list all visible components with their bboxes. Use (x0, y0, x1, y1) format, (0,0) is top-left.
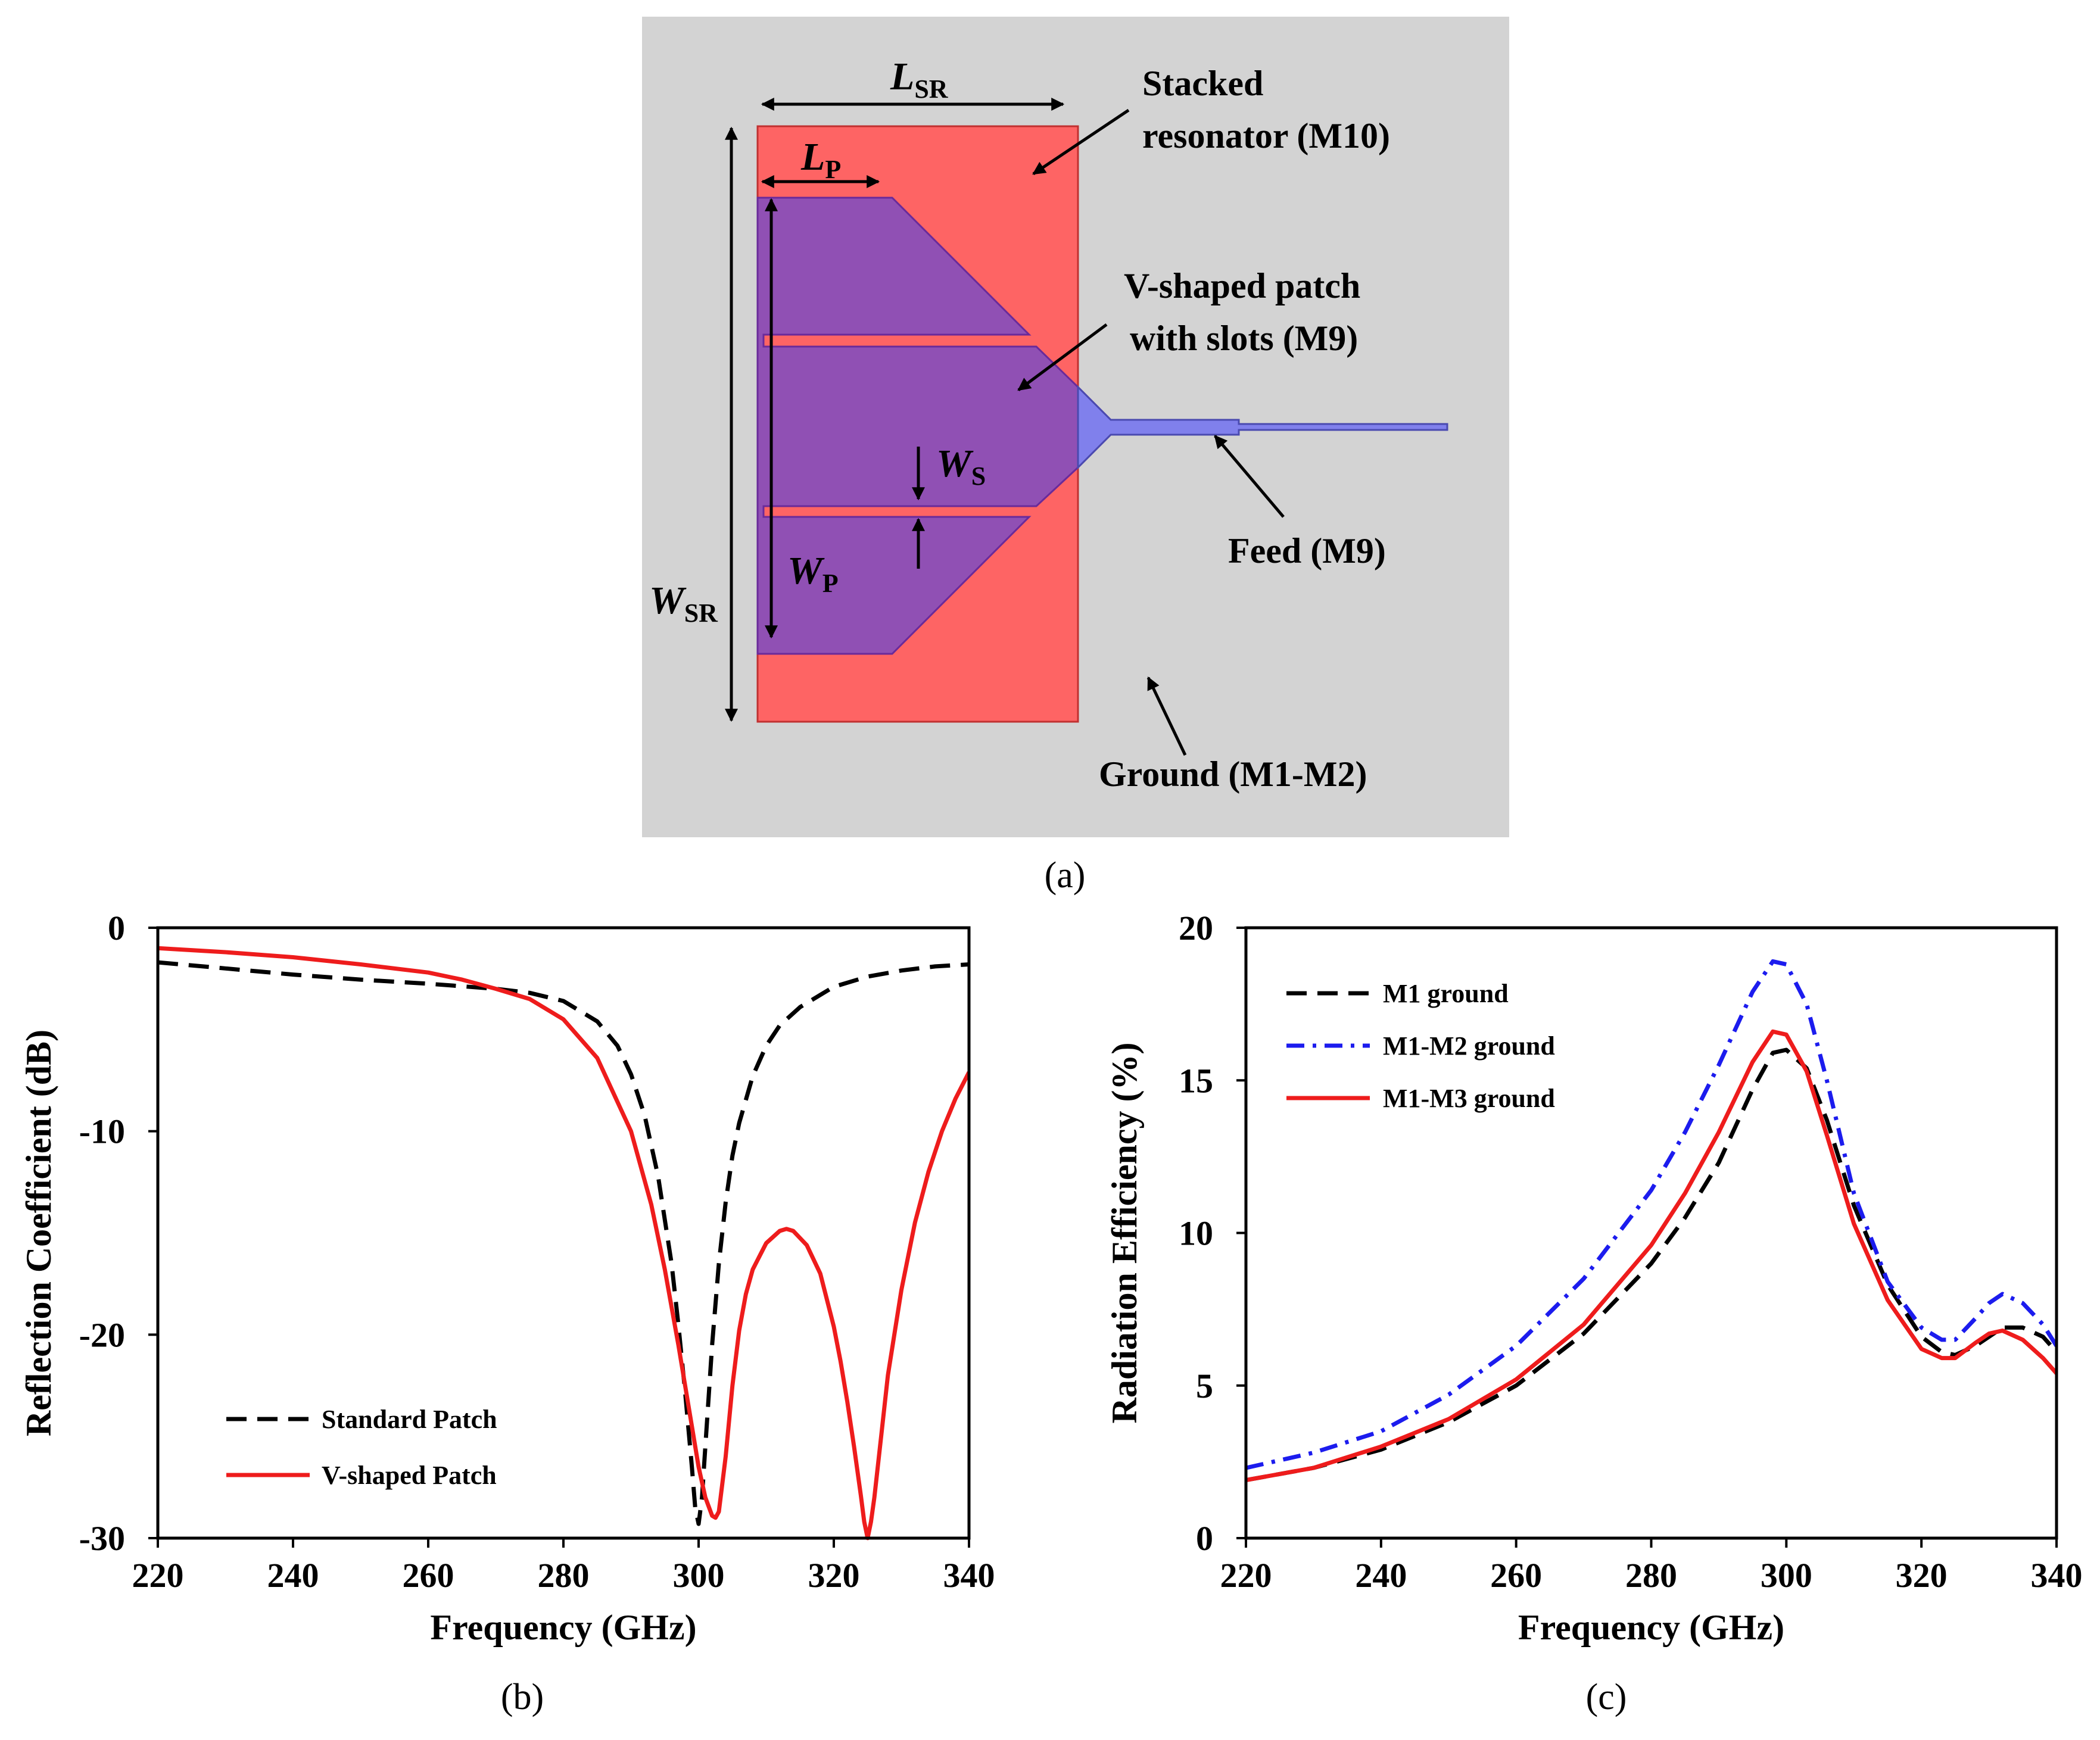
x-tick-label: 300 (673, 1556, 725, 1595)
panel-label-b: (b) (501, 1677, 544, 1717)
panel-label-a: (a) (1045, 855, 1086, 896)
x-tick-label: 280 (538, 1556, 590, 1595)
ground-callout-arrow (1146, 676, 1187, 756)
legend-entry: V-shaped Patch (322, 1461, 497, 1490)
y-tick-label: -10 (79, 1112, 125, 1151)
y-tick-label: 5 (1196, 1367, 1213, 1405)
legend-entry: Standard Patch (322, 1405, 497, 1434)
feed-callout: Feed (M9) (1228, 531, 1386, 570)
feed-callout-arrow (1214, 435, 1285, 518)
wp-label: WP (787, 549, 839, 598)
x-tick-label: 240 (267, 1556, 319, 1595)
legend-entry: M1 ground (1383, 979, 1509, 1008)
resonator-callout-line2: resonator (M10) (1142, 116, 1390, 155)
legend-entry: M1-M3 ground (1383, 1084, 1555, 1113)
ws-label: WS (936, 442, 986, 491)
x-tick-label: 260 (403, 1556, 454, 1595)
lsr-label: LSR (890, 55, 949, 104)
series-line-m1-m3-ground (1246, 1029, 2057, 1483)
x-tick-label: 320 (808, 1556, 860, 1595)
x-axis-title: Frequency (GHz) (430, 1608, 696, 1647)
y-tick-label: -30 (79, 1519, 125, 1558)
feed-line (1077, 385, 1448, 470)
series-line-v-shaped-patch (158, 946, 969, 1541)
y-tick-label: 0 (108, 909, 125, 947)
patch-callout-arrow (1017, 323, 1108, 392)
x-tick-label: 220 (1220, 1556, 1272, 1595)
legend-entry: M1-M2 ground (1383, 1031, 1555, 1061)
plot-area-frame (1244, 926, 2058, 1540)
x-tick-label: 280 (1625, 1556, 1677, 1595)
resonator-callout-line1: Stacked (1142, 64, 1263, 103)
y-axis-title: Reflection Coefficient (dB) (19, 1030, 58, 1436)
y-tick-label: -20 (79, 1315, 125, 1354)
x-tick-label: 240 (1355, 1556, 1407, 1595)
x-tick-label: 260 (1490, 1556, 1542, 1595)
y-tick-label: 15 (1179, 1061, 1213, 1100)
reflection-coefficient-chart: 220 240 260 280 300 320 340 0 -10 -20 -30 Frequency… (19, 909, 995, 1647)
radiation-efficiency-chart: 220 240 260 280 300 320 340 0 5 10 15 20 Frequency (… (1105, 909, 2083, 1647)
antenna-diagram: LSR LP WS WP WSR Stacked resonator (M10)… (642, 17, 1509, 837)
panel-label-c: (c) (1586, 1677, 1627, 1717)
series-line-standard-patch (158, 960, 969, 1526)
y-tick-label: 10 (1179, 1214, 1213, 1253)
y-tick-label: 20 (1179, 909, 1213, 947)
patch-callout-line2: with slots (M9) (1130, 319, 1358, 358)
x-tick-label: 320 (1896, 1556, 1948, 1595)
x-tick-label: 300 (1761, 1556, 1812, 1595)
x-axis-title: Frequency (GHz) (1518, 1608, 1784, 1647)
x-tick-label: 220 (132, 1556, 184, 1595)
ground-callout: Ground (M1-M2) (1099, 754, 1367, 794)
x-tick-label: 340 (2031, 1556, 2083, 1595)
wsr-label: WSR (649, 579, 718, 628)
patch-callout-line1: V-shaped patch (1124, 266, 1360, 305)
resonator-callout-arrow (1032, 108, 1130, 176)
y-axis-title: Radiation Efficiency (%) (1105, 1043, 1144, 1424)
y-tick-label: 0 (1196, 1519, 1213, 1558)
series-line-m1-ground (1246, 1047, 2057, 1483)
series-line-m1-m2-ground (1246, 959, 2057, 1470)
lp-label: LP (800, 135, 841, 184)
x-tick-label: 340 (943, 1556, 995, 1595)
